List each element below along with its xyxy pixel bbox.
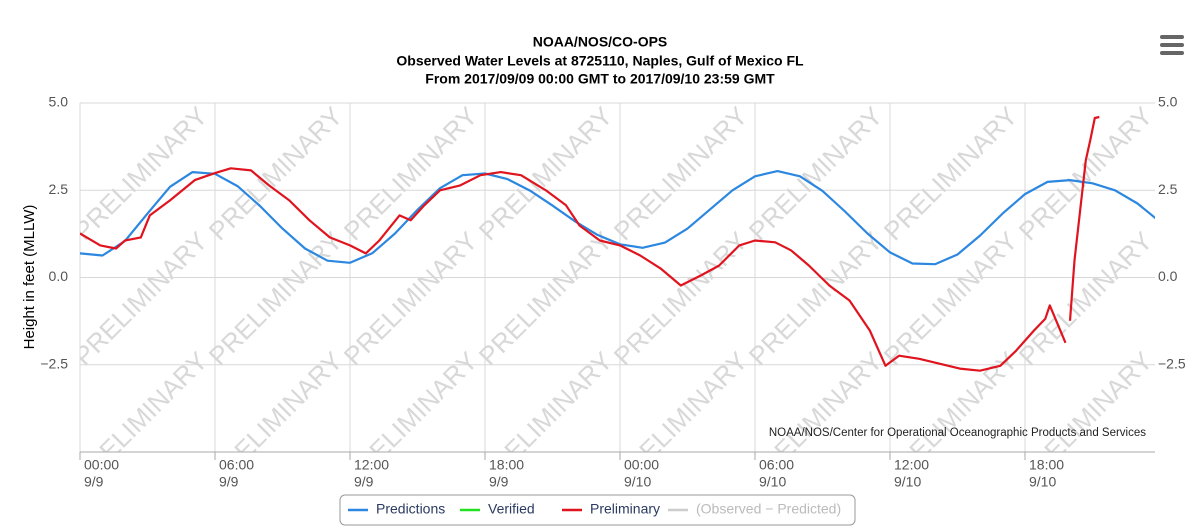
y2-tick-label: −2.5 <box>1158 355 1186 371</box>
y-tick-label: 5.0 <box>49 94 69 110</box>
legend-box <box>339 494 856 526</box>
y2-tick-label: 0.0 <box>1158 268 1178 284</box>
x-tick-label: 9/9 <box>219 474 239 490</box>
x-tick-label: 12:00 <box>894 457 929 473</box>
y2-tick-label: 5.0 <box>1158 94 1178 110</box>
x-tick-label: 12:00 <box>354 457 389 473</box>
x-tick-label: 00:00 <box>84 457 119 473</box>
watermark: PRELIMINARY <box>878 101 1024 247</box>
x-tick-label: 9/10 <box>759 474 786 490</box>
y-tick-label: 2.5 <box>49 181 69 197</box>
grid <box>79 102 1155 460</box>
watermark: PRELIMINARY <box>203 101 349 247</box>
x-tick-label: 9/9 <box>84 474 104 490</box>
watermark: PRELIMINARY <box>1013 101 1159 247</box>
x-tick-label: 06:00 <box>219 457 254 473</box>
watermark: PRELIMINARY <box>338 101 484 247</box>
x-tick-label: 9/9 <box>354 474 374 490</box>
x-tick-label: 18:00 <box>489 457 524 473</box>
menu-bar[interactable] <box>1160 43 1184 47</box>
x-tick-label: 9/10 <box>894 474 921 490</box>
plot-lines <box>80 115 1155 372</box>
chart-subtitle: Observed Water Levels at 8725110, Naples… <box>396 53 804 69</box>
x-tick-label: 06:00 <box>759 457 794 473</box>
menu-bar[interactable] <box>1160 35 1184 39</box>
legend-label[interactable]: (Observed − Predicted) <box>696 501 841 517</box>
legend: Predictions Verified Preliminary (Observed … <box>348 501 841 517</box>
series-line <box>80 115 1100 372</box>
menu-button[interactable] <box>1160 35 1184 55</box>
menu-bar[interactable] <box>1160 51 1184 55</box>
legend-label[interactable]: Verified <box>488 501 535 517</box>
y-tick-label: 0.0 <box>49 268 69 284</box>
labels: 5.02.50.0−2.55.02.50.0−2.500:009/906:009… <box>40 94 1185 490</box>
x-tick-label: 9/10 <box>1029 474 1056 490</box>
x-tick-label: 9/10 <box>624 474 651 490</box>
x-tick-label: 9/9 <box>489 474 509 490</box>
y-tick-label: −2.5 <box>40 355 68 371</box>
y-axis-label: Height in feet (MLLW) <box>21 205 38 350</box>
y2-tick-label: 2.5 <box>1158 181 1178 197</box>
legend-label[interactable]: Preliminary <box>590 501 660 517</box>
chart-title: NOAA/NOS/CO-OPS <box>533 34 668 50</box>
legend-label[interactable]: Predictions <box>376 501 445 517</box>
x-tick-label: 00:00 <box>624 457 659 473</box>
x-tick-label: 18:00 <box>1029 457 1064 473</box>
chart-subtitle: From 2017/09/09 00:00 GMT to 2017/09/10 … <box>425 71 775 87</box>
watermark: PRELIMINARY <box>608 101 754 247</box>
credit: NOAA/NOS/Center for Operational Oceanogr… <box>769 427 1146 439</box>
